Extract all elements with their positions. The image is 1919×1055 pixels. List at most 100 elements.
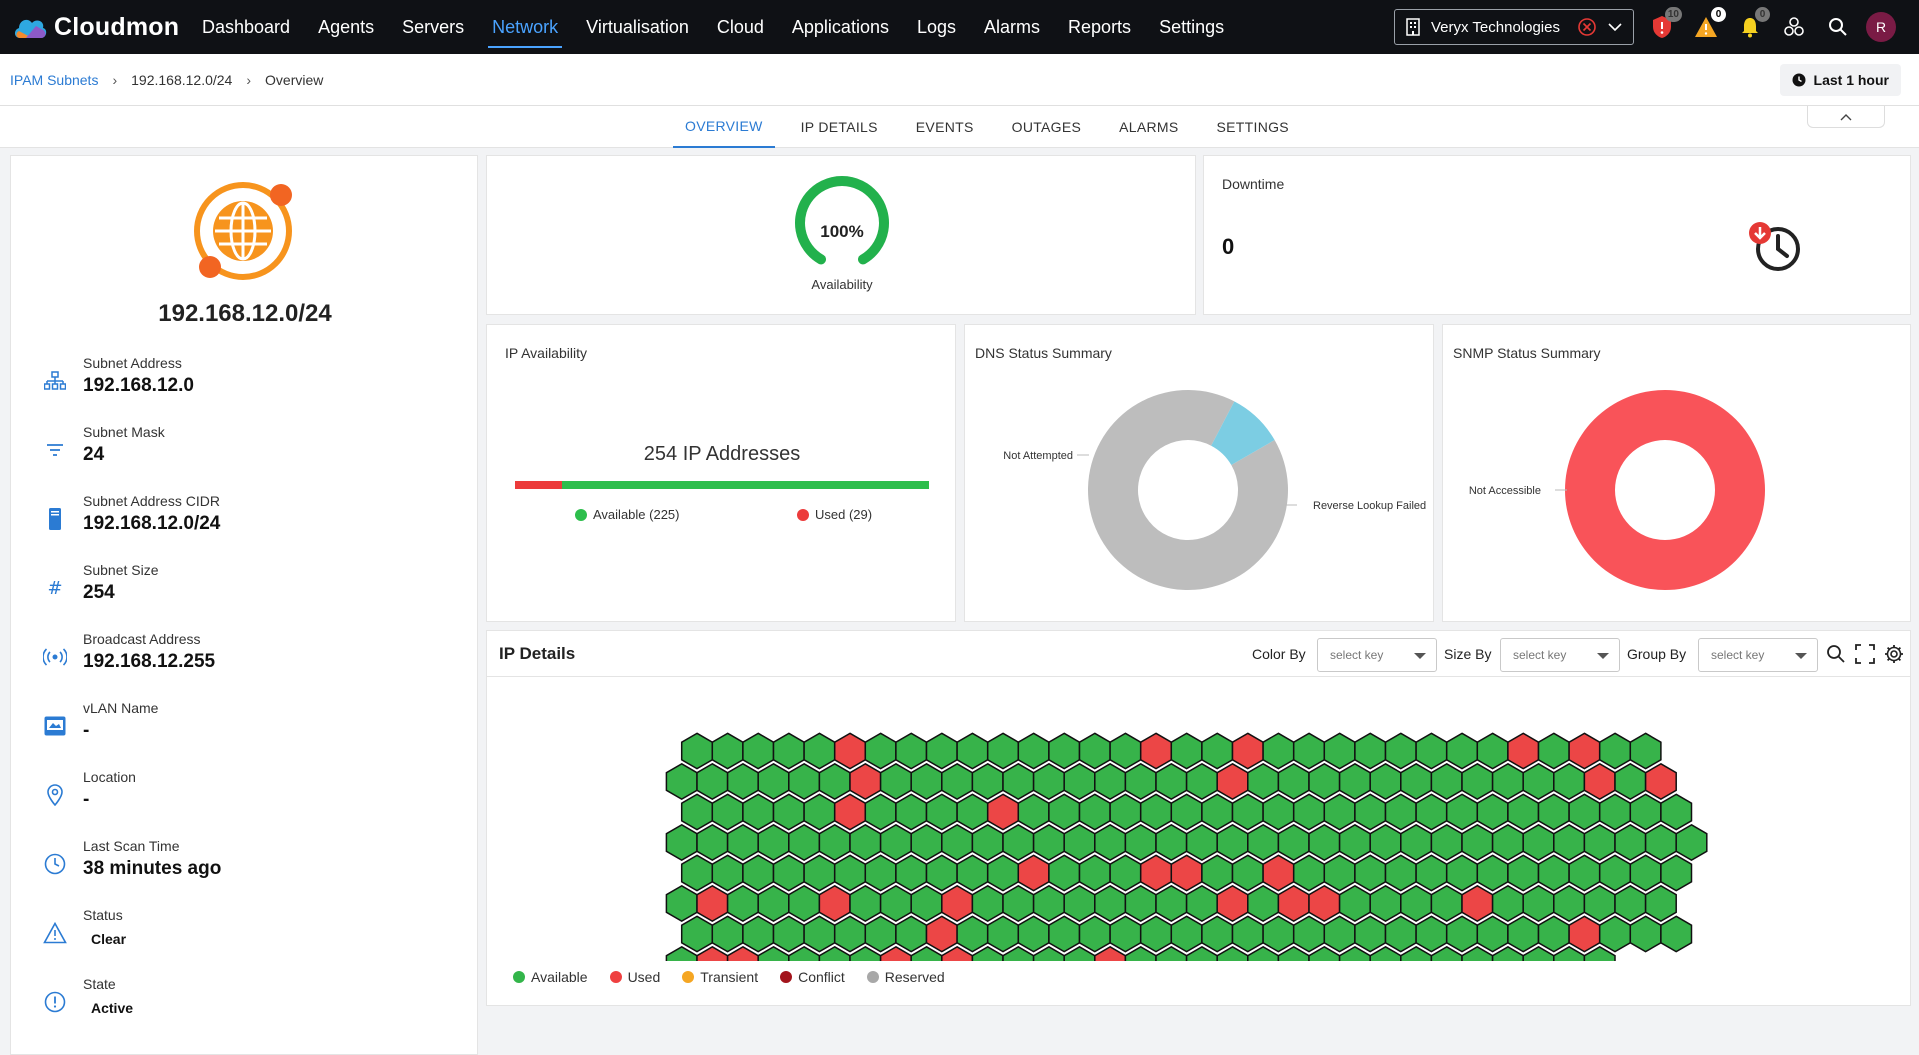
- ip-hex-cell[interactable]: [1262, 915, 1295, 953]
- ip-hex-cell[interactable]: [711, 732, 744, 770]
- legend-used[interactable]: Used: [609, 969, 660, 985]
- ip-hex-cell[interactable]: [1109, 732, 1142, 770]
- organization-select[interactable]: Veryx Technologies: [1394, 9, 1634, 45]
- nav-virtualisation[interactable]: Virtualisation: [586, 16, 689, 37]
- donut-slice[interactable]: [1211, 401, 1275, 465]
- ip-hex-cell[interactable]: [803, 732, 836, 770]
- ip-hex-cell[interactable]: [1124, 762, 1157, 801]
- ip-hex-cell[interactable]: [1094, 884, 1127, 923]
- ip-hex-cell[interactable]: [1400, 823, 1433, 862]
- ip-hex-cell[interactable]: [941, 823, 974, 862]
- security-alerts-button[interactable]: 10: [1650, 7, 1682, 39]
- ip-hex-cell[interactable]: [1032, 823, 1065, 862]
- ip-hex-cell[interactable]: [986, 915, 1020, 953]
- ip-hex-cell[interactable]: [1614, 762, 1647, 801]
- ip-hex-cell[interactable]: [1170, 915, 1203, 953]
- ip-hex-cell[interactable]: [1247, 884, 1280, 923]
- ip-hex-cell[interactable]: [1553, 823, 1586, 862]
- ip-hex-cell[interactable]: [1400, 884, 1433, 923]
- ip-hex-cell[interactable]: [1323, 854, 1356, 892]
- ip-hex-cell[interactable]: [1369, 823, 1402, 862]
- ip-hex-cell[interactable]: [1017, 854, 1050, 892]
- ip-hex-cell[interactable]: [971, 762, 1004, 801]
- ip-hex-cell[interactable]: [1124, 884, 1157, 923]
- ip-hex-cell[interactable]: [1002, 823, 1035, 862]
- ip-hex-cell[interactable]: [1568, 854, 1601, 892]
- size-by-select[interactable]: select key: [1500, 638, 1620, 672]
- ip-hex-cell[interactable]: [696, 884, 729, 923]
- ip-hex-cell[interactable]: [742, 854, 775, 892]
- ip-hex-cell[interactable]: [1109, 915, 1142, 953]
- ip-hex-cell[interactable]: [742, 793, 775, 831]
- donut-slice[interactable]: [1565, 390, 1765, 590]
- ip-hex-cell[interactable]: [1063, 762, 1096, 801]
- ip-hex-cell[interactable]: [665, 762, 698, 801]
- ip-hex-cell[interactable]: [711, 915, 744, 953]
- ip-hex-cell[interactable]: [1583, 823, 1616, 862]
- ip-hex-cell[interactable]: [1369, 884, 1402, 923]
- ip-hex-cell[interactable]: [1537, 793, 1570, 831]
- ip-hex-cell[interactable]: [726, 762, 759, 801]
- ip-hex-cell[interactable]: [803, 854, 836, 892]
- ip-hex-cell[interactable]: [833, 854, 867, 892]
- ip-hex-cell[interactable]: [864, 793, 897, 831]
- ip-hex-cell[interactable]: [1491, 884, 1524, 923]
- ip-hex-cell[interactable]: [1384, 854, 1417, 892]
- breadcrumb-ipam-subnets[interactable]: IPAM Subnets: [10, 71, 99, 88]
- ip-hex-cell[interactable]: [1078, 732, 1111, 770]
- nav-cloud[interactable]: Cloud: [716, 16, 764, 37]
- ip-hex-cell[interactable]: [1660, 793, 1693, 831]
- ip-hex-cell[interactable]: [1583, 884, 1616, 923]
- ip-hex-cell[interactable]: [1277, 884, 1310, 923]
- ip-hex-cell[interactable]: [1139, 854, 1173, 892]
- ip-hex-cell[interactable]: [1598, 793, 1632, 831]
- ip-hex-cell[interactable]: [1629, 915, 1662, 953]
- ip-hex-cell[interactable]: [772, 854, 805, 892]
- ip-hex-cell[interactable]: [1354, 915, 1387, 953]
- ip-hex-cell[interactable]: [1216, 884, 1249, 923]
- ip-hex-cell[interactable]: [1598, 732, 1632, 770]
- ip-hex-cell[interactable]: [1583, 762, 1616, 801]
- ip-hex-cell[interactable]: [925, 732, 958, 770]
- ip-hex-cell[interactable]: [956, 732, 989, 770]
- group-by-select[interactable]: select key: [1698, 638, 1818, 672]
- app-logo[interactable]: Cloudmon: [12, 13, 190, 42]
- ip-hex-cell[interactable]: [1675, 823, 1708, 862]
- ip-hex-cell[interactable]: [910, 884, 943, 923]
- ip-hex-cell[interactable]: [1170, 854, 1203, 892]
- ip-hex-cell[interactable]: [986, 793, 1020, 831]
- ip-hex-cell[interactable]: [895, 915, 928, 953]
- ip-hex-cell[interactable]: [711, 854, 744, 892]
- nav-servers[interactable]: Servers: [402, 16, 465, 37]
- ip-hex-cell[interactable]: [1461, 823, 1494, 862]
- ip-hex-cell[interactable]: [1476, 732, 1509, 770]
- nav-logs[interactable]: Logs: [916, 16, 957, 37]
- ip-hex-cell[interactable]: [1277, 762, 1310, 801]
- ip-hex-cell[interactable]: [925, 854, 958, 892]
- ip-hex-cell[interactable]: [833, 793, 867, 831]
- ip-hex-cell[interactable]: [772, 793, 805, 831]
- ip-hex-cell[interactable]: [1522, 884, 1555, 923]
- ip-hex-cell[interactable]: [1262, 793, 1295, 831]
- ip-hex-cell[interactable]: [788, 884, 821, 923]
- nav-dashboard[interactable]: Dashboard: [202, 16, 291, 37]
- ip-hex-cell[interactable]: [910, 762, 943, 801]
- ip-hex-cell[interactable]: [1568, 732, 1601, 770]
- ip-hex-cell[interactable]: [879, 762, 912, 801]
- warnings-button[interactable]: 0: [1694, 7, 1726, 39]
- tab-overview[interactable]: OVERVIEW: [673, 106, 775, 148]
- ip-hex-cell[interactable]: [986, 732, 1020, 770]
- ip-hex-cell[interactable]: [1384, 915, 1417, 953]
- ip-hex-cell[interactable]: [1323, 793, 1356, 831]
- ip-hex-cell[interactable]: [1002, 762, 1035, 801]
- ip-hex-cell[interactable]: [1017, 732, 1050, 770]
- tab-ip-details[interactable]: IP DETAILS: [800, 119, 878, 135]
- ip-hex-cell[interactable]: [1048, 854, 1081, 892]
- ip-hex-cell[interactable]: [1109, 793, 1142, 831]
- ip-hex-cell[interactable]: [1002, 884, 1035, 923]
- ip-hex-cell[interactable]: [1262, 732, 1295, 770]
- ip-hex-cell[interactable]: [757, 884, 790, 923]
- ip-hex-cell[interactable]: [1231, 793, 1264, 831]
- ip-hex-cell[interactable]: [833, 915, 867, 953]
- ip-hex-cell[interactable]: [1507, 732, 1540, 770]
